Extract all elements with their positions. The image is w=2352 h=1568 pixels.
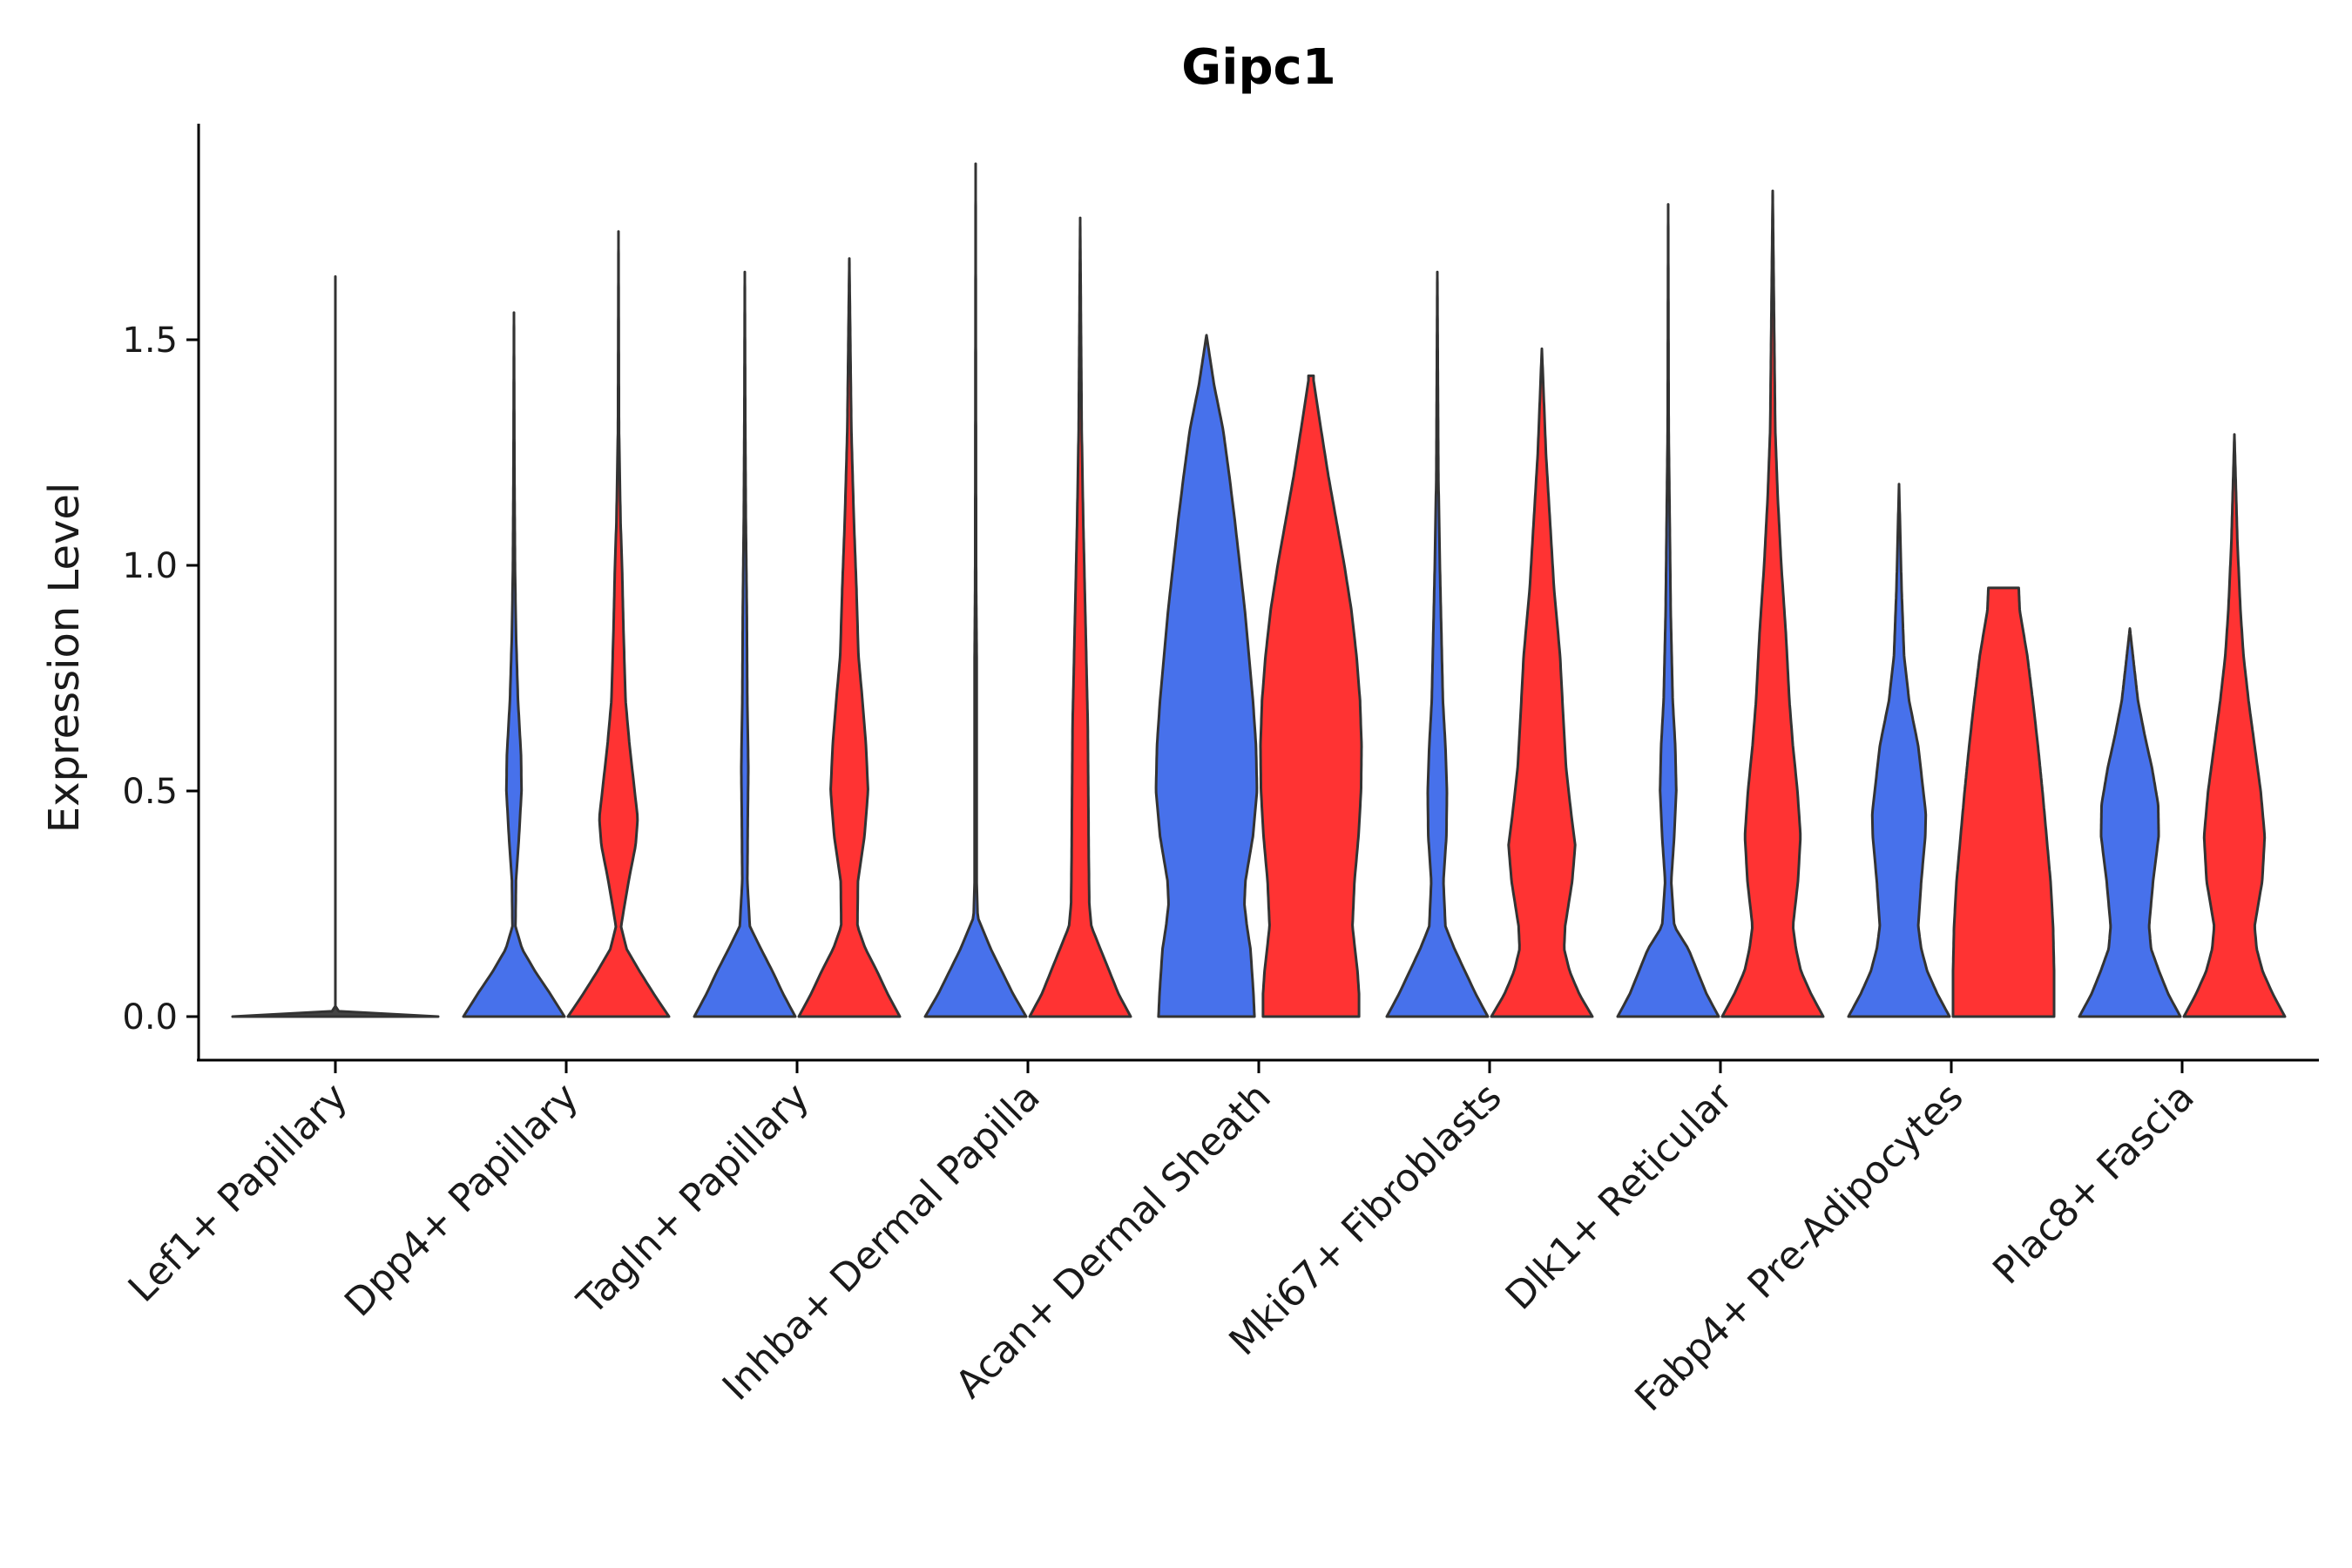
violin-inhba-dermal-papilla-g2 bbox=[1028, 216, 1132, 1018]
violin-mki67-fibroblasts-g2 bbox=[1490, 347, 1594, 1018]
x-tick-label: Dlk1+ Reticular bbox=[1497, 1074, 1742, 1319]
violin-body bbox=[1720, 189, 1825, 1018]
violin-acan-dermal-sheath-g2 bbox=[1259, 374, 1363, 1018]
violin-acan-dermal-sheath-g1 bbox=[1154, 334, 1259, 1018]
violin-body bbox=[1616, 203, 1720, 1018]
y-ticks: 0.0 0.5 1.0 1.5 bbox=[122, 321, 199, 1037]
violin-dlk1-reticular-g2 bbox=[1720, 189, 1825, 1018]
violin-tagln-papillary-g2 bbox=[797, 257, 902, 1018]
violin-inhba-dermal-papilla-g1 bbox=[923, 162, 1028, 1018]
y-tick-label: 1.0 bbox=[122, 546, 178, 586]
y-tick-label: 0.0 bbox=[122, 997, 178, 1037]
violin-body bbox=[1385, 270, 1490, 1018]
chart-title: Gipc1 bbox=[1181, 39, 1335, 96]
violin-body bbox=[2182, 433, 2287, 1018]
y-tick-label: 0.5 bbox=[122, 772, 178, 812]
violin-mki67-fibroblasts-g1 bbox=[1385, 270, 1490, 1018]
violin-body bbox=[231, 275, 440, 1018]
violin-body bbox=[797, 257, 902, 1018]
violin-plac8-fascia-g2 bbox=[2182, 433, 2287, 1018]
violin-body bbox=[566, 230, 671, 1018]
violin-body bbox=[1951, 586, 2056, 1018]
violin-body bbox=[1490, 347, 1594, 1018]
y-tick-label: 1.5 bbox=[122, 321, 178, 361]
violin-dlk1-reticular-g1 bbox=[1616, 203, 1720, 1018]
violin-dpp4-papillary-g1 bbox=[462, 311, 566, 1018]
plot-area bbox=[231, 162, 2287, 1018]
violin-dpp4-papillary-g2 bbox=[566, 230, 671, 1018]
violin-body bbox=[1259, 374, 1363, 1018]
violin-tagln-papillary-g1 bbox=[693, 270, 797, 1018]
violin-fabp4-pre-adipocytes-g2 bbox=[1951, 586, 2056, 1018]
violin-body bbox=[923, 162, 1028, 1018]
x-tick-label: Dpp4+ Papillary bbox=[336, 1075, 587, 1326]
violin-body bbox=[462, 311, 566, 1018]
violin-body bbox=[693, 270, 797, 1018]
x-tick-label: Lef1+ Papillary bbox=[120, 1075, 356, 1311]
violin-plac8-fascia-g1 bbox=[2078, 627, 2182, 1018]
violin-body bbox=[2078, 627, 2182, 1018]
violin-body bbox=[1847, 483, 1951, 1018]
violin-body bbox=[1028, 216, 1132, 1018]
violin-lef1-papillary-g0 bbox=[231, 275, 440, 1018]
violin-fabp4-pre-adipocytes-g1 bbox=[1847, 483, 1951, 1018]
x-tick-label: Plac8+ Fascia bbox=[1984, 1075, 2203, 1294]
violin-body bbox=[1154, 334, 1259, 1018]
x-tick-label: Tagln+ Papillary bbox=[569, 1075, 818, 1324]
y-axis-label: Expression Level bbox=[40, 483, 89, 834]
